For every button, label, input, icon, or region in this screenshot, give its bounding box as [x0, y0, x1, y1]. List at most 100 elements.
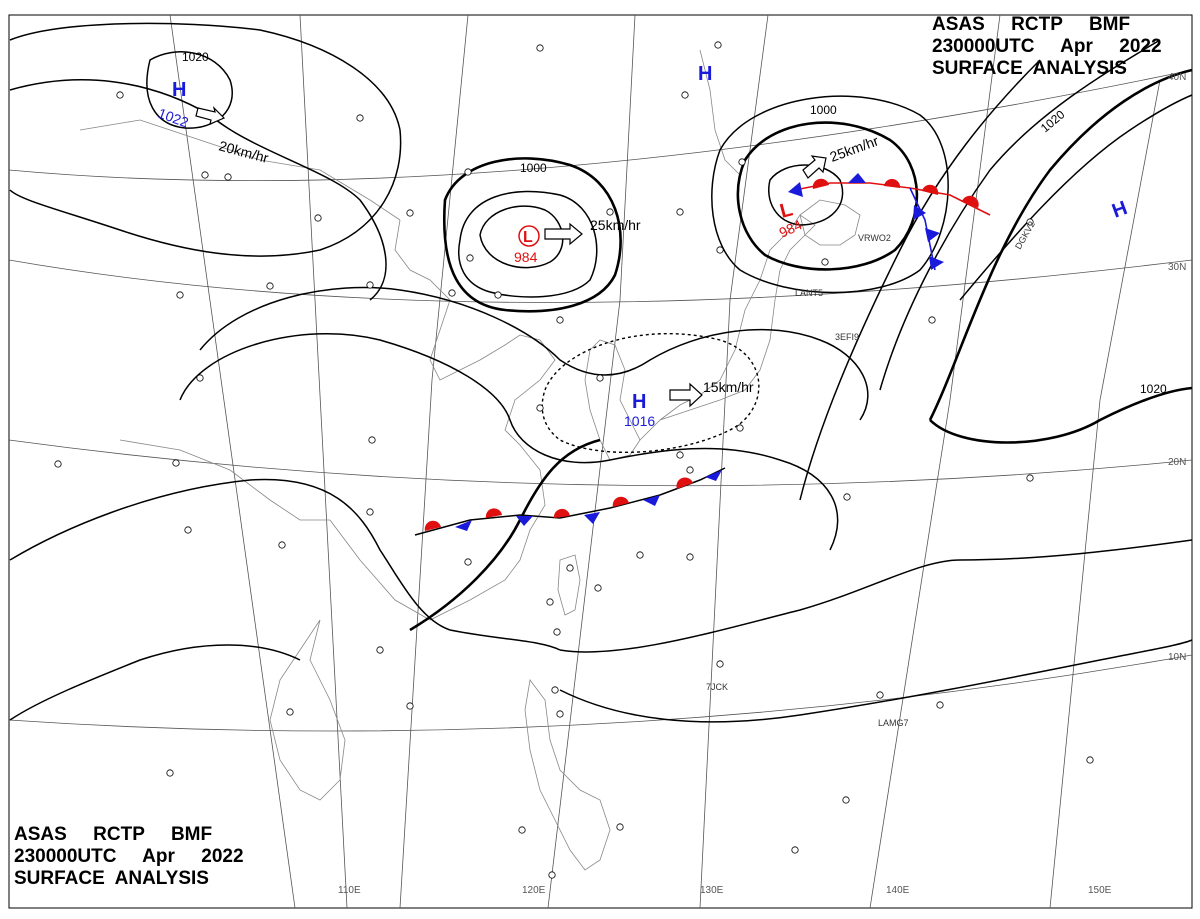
- station-marker-icon: [686, 553, 694, 561]
- coastline-west: [119, 439, 330, 521]
- latitude-label: 30N: [1168, 262, 1186, 273]
- isobar: [799, 59, 1041, 501]
- station-marker-icon: [376, 646, 384, 654]
- meridian: [699, 14, 769, 909]
- warm-front-semicircle: [553, 508, 570, 518]
- station-marker-icon: [196, 374, 204, 382]
- motion-arrow-icon: [195, 106, 226, 126]
- coastline-china: [329, 219, 556, 621]
- longitude-label: 140E: [886, 885, 910, 896]
- parallel: [8, 259, 1193, 303]
- station-marker-icon: [176, 291, 184, 299]
- isobars: [9, 22, 1193, 723]
- coastline-sakhalin: [699, 49, 741, 176]
- station-marker-icon: [594, 584, 602, 592]
- station-code: 7JCK: [706, 682, 728, 692]
- isobar: [736, 121, 919, 271]
- station-marker-icon: [686, 466, 694, 474]
- station-marker-icon: [518, 826, 526, 834]
- isobar: [9, 79, 387, 301]
- coastline-taiwan: [557, 554, 581, 616]
- station-marker-icon: [1026, 474, 1034, 482]
- isobar: [929, 386, 1193, 444]
- station-marker-icon: [546, 598, 554, 606]
- title-line-2: 230000UTC Apr 2022: [932, 36, 1162, 57]
- longitude-label: 150E: [1088, 885, 1112, 896]
- station-marker-icon: [464, 168, 472, 176]
- graticule-labels: 110E 120E 130E 140E 150E 40N 30N 20N 10N: [338, 72, 1186, 896]
- isobar-dashed: [541, 332, 760, 454]
- meridian: [547, 14, 636, 909]
- station-marker-icon: [54, 460, 62, 468]
- isobar: [928, 68, 1193, 421]
- stationary-front: [414, 467, 726, 536]
- warm-front-semicircle: [676, 477, 693, 489]
- isobar-label: 1000: [810, 103, 837, 117]
- motion-label: 25km/hr: [590, 217, 641, 233]
- cold-front-triangle: [788, 182, 803, 197]
- low-pressure-value: 984: [777, 216, 805, 240]
- meridian: [1049, 79, 1161, 909]
- station-marker-icon: [716, 246, 724, 254]
- parallel: [8, 69, 1193, 182]
- longitude-label: 130E: [700, 885, 724, 896]
- station-marker-icon: [278, 541, 286, 549]
- station-marker-icon: [551, 686, 559, 694]
- station-marker-icon: [536, 44, 544, 52]
- station-marker-icon: [843, 493, 851, 501]
- cold-front-triangle: [925, 228, 940, 242]
- station-marker-icon: [224, 173, 232, 181]
- station-marker-icon: [616, 823, 624, 831]
- isobar-label: 1000: [520, 161, 547, 175]
- cold-front-triangle: [643, 495, 660, 506]
- cold-front-triangle: [848, 173, 866, 183]
- station-code: LAMG7: [878, 718, 909, 728]
- station-marker-icon: [356, 114, 364, 122]
- station-code: VRWO2: [858, 233, 891, 243]
- isobar: [458, 190, 598, 298]
- isobar: [409, 438, 601, 632]
- high-pressure-marker: H: [632, 391, 646, 413]
- station-marker-icon: [681, 91, 689, 99]
- station-marker-icon: [676, 208, 684, 216]
- title-line-2: 230000UTC Apr 2022: [14, 846, 244, 867]
- station-marker-icon: [266, 282, 274, 290]
- title-line-1: ASAS RCTP BMF: [14, 824, 213, 845]
- station-marker-icon: [1086, 756, 1094, 764]
- cold-front-triangle: [705, 470, 722, 481]
- station-marker-icon: [184, 526, 192, 534]
- cold-front-triangle: [455, 520, 472, 531]
- parallel: [8, 439, 1193, 487]
- cold-front-triangle: [929, 256, 944, 270]
- motion-label: 25km/hr: [828, 132, 881, 164]
- isobar: [9, 644, 301, 721]
- motion-arrow-icon: [544, 222, 583, 246]
- warm-front-semicircle: [485, 508, 502, 518]
- station-code: LANT5: [795, 288, 823, 298]
- station-marker-icon: [448, 289, 456, 297]
- station-marker-icon: [464, 558, 472, 566]
- warm-front-semicircle: [962, 195, 979, 208]
- isobar: [199, 286, 869, 421]
- station-marker-icon: [166, 769, 174, 777]
- high-pressure-marker: H: [172, 79, 186, 101]
- station-marker-icon: [936, 701, 944, 709]
- warm-front-semicircle: [884, 178, 901, 188]
- latitude-label: 10N: [1168, 652, 1186, 663]
- station-marker-icon: [553, 628, 561, 636]
- station-marker-icon: [676, 451, 684, 459]
- cold-front-triangle: [913, 205, 926, 220]
- meridian: [169, 14, 296, 909]
- station-codes: LANT5 VRWO2 LAMG7 7JCK DGKV2 3EFI9: [706, 220, 1037, 728]
- isobar-label: 1020: [1038, 107, 1068, 135]
- station-marker-icon: [876, 691, 884, 699]
- cold-front-triangle: [516, 516, 533, 526]
- station-marker-icon: [714, 41, 722, 49]
- station-marker-icon: [366, 508, 374, 516]
- station-code: 3EFI9: [835, 332, 859, 342]
- warm-front: [794, 182, 991, 216]
- graticule: [8, 14, 1193, 909]
- isobar: [9, 22, 402, 257]
- station-markers: [54, 41, 1094, 879]
- coastline-hokkaido: [799, 199, 861, 246]
